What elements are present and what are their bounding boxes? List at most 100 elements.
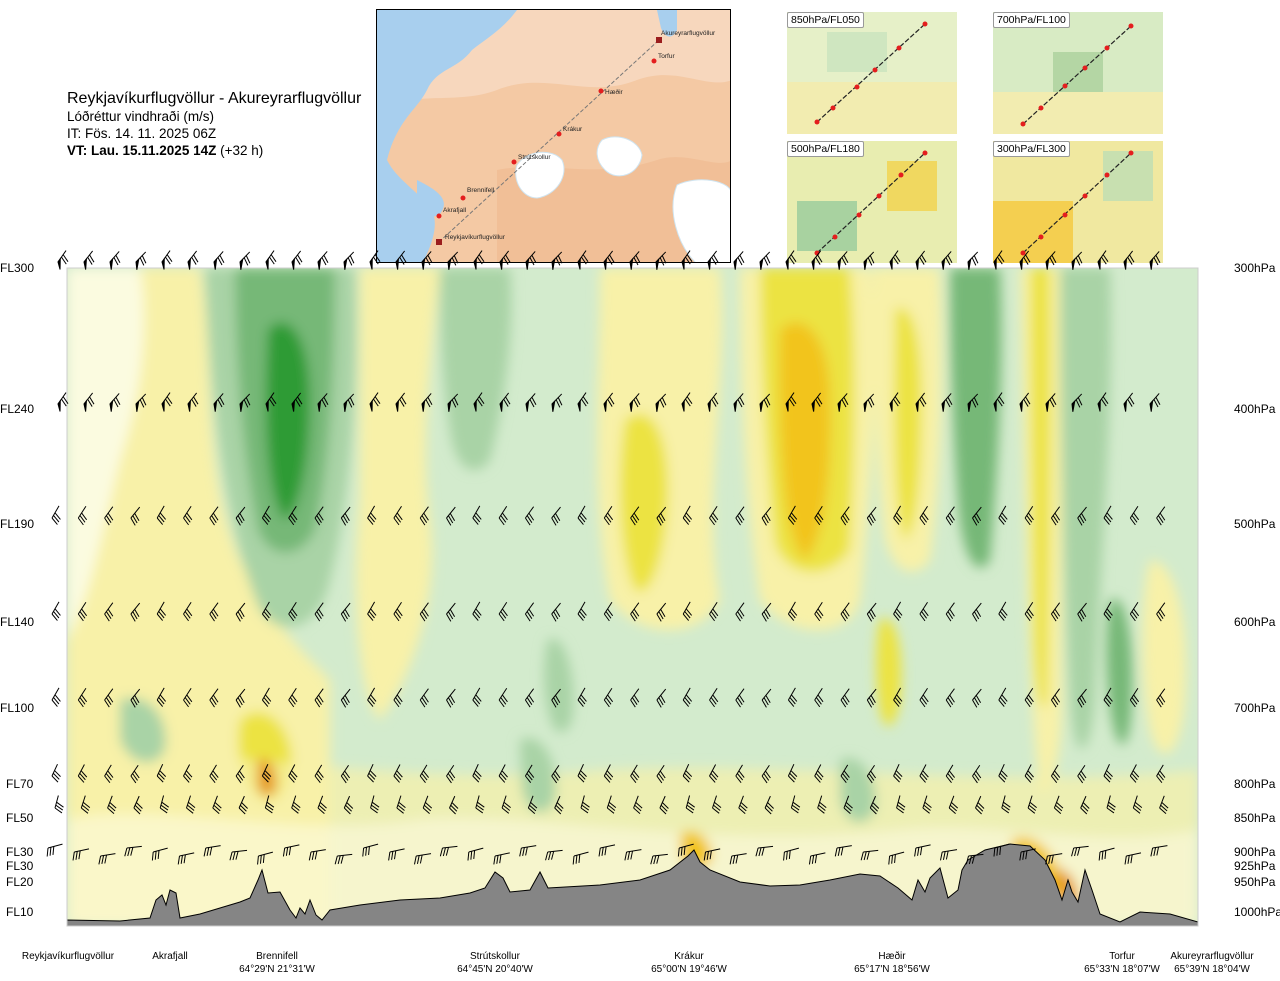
wind-barb [808, 852, 826, 865]
wind-barb [866, 506, 877, 526]
panel-300[interactable]: 300hPa/FL300 [992, 140, 1164, 264]
wind-barb [501, 795, 511, 814]
wind-barb [77, 687, 88, 708]
wind-barb [291, 392, 303, 412]
wind-barb [919, 601, 929, 622]
wind-barb [282, 844, 300, 857]
wind-barb [866, 764, 877, 784]
wind-barb [656, 506, 667, 526]
wind-barb [914, 844, 931, 857]
wind-barb [972, 506, 982, 526]
wind-barb [1019, 392, 1031, 412]
wind-barb [707, 392, 719, 412]
wind-barb [51, 601, 61, 621]
wind-barb [264, 795, 275, 814]
wind-barb [447, 393, 459, 412]
wind-barb [630, 602, 640, 622]
wind-barb [1053, 795, 1064, 815]
wind-barb [551, 251, 563, 270]
wind-barb [291, 795, 301, 814]
wind-barb [421, 251, 433, 270]
wind-barb [369, 392, 381, 412]
wind-barb [288, 764, 298, 783]
wind-barb [340, 602, 351, 622]
wind-barb [551, 602, 561, 622]
wind-barb [633, 795, 643, 815]
wind-barb [261, 505, 272, 525]
route-station-name: Brennifell [256, 951, 298, 962]
wind-barb [761, 764, 771, 784]
wind-barb [1149, 393, 1161, 412]
wind-barb [681, 250, 693, 270]
panel-500[interactable]: 500hPa/FL180 [786, 140, 958, 264]
panel-700[interactable]: 700hPa/FL100 [992, 11, 1164, 135]
wind-barb [1019, 848, 1036, 861]
route-station-name: Krákur [674, 951, 704, 962]
wind-barb [682, 601, 693, 621]
wind-barb [1045, 853, 1063, 865]
wind-barb [1129, 764, 1140, 783]
pressure-level-label: 800hPa [1234, 777, 1276, 791]
route-station-coord: 65°17'N 18°56'W [854, 964, 930, 975]
valid-time: VT: Lau. 15.11.2025 14Z (+32 h) [67, 143, 263, 158]
wind-barb [866, 688, 877, 708]
wind-barb [707, 250, 719, 270]
wind-barb [419, 688, 429, 708]
wind-barb [993, 392, 1005, 412]
wind-barb [709, 687, 719, 708]
route-station-name: Akrafjall [152, 951, 188, 962]
wind-barb [1097, 250, 1109, 270]
wind-barb [975, 795, 985, 815]
wind-barb [551, 393, 563, 412]
wind-barb [1123, 392, 1135, 412]
wind-barb [888, 851, 905, 865]
wind-barb [493, 852, 510, 865]
wind-barb [893, 505, 903, 525]
wind-barb [367, 505, 377, 525]
route-station-coord: 64°45'N 20°40'W [457, 964, 533, 975]
wind-barb [340, 764, 351, 784]
wind-barb [889, 392, 901, 412]
wind-barb [840, 688, 850, 708]
wind-barb [499, 392, 511, 412]
wind-barb [77, 505, 88, 526]
wind-barb [203, 845, 221, 857]
wind-barb [729, 853, 747, 865]
wind-barb [709, 601, 719, 622]
wind-barb [159, 795, 169, 814]
wind-barb [524, 688, 535, 708]
wind-barb [472, 687, 482, 707]
wind-barb [261, 764, 272, 783]
wind-barb [1071, 393, 1083, 412]
wind-barbs [46, 250, 1169, 865]
route-map-svg: Akureyrarflugvöllur Torfur Hæðir Krákur … [377, 10, 730, 262]
wind-barb [104, 764, 114, 784]
wind-barb [209, 688, 219, 708]
wind-barb [257, 851, 274, 865]
wind-barb [837, 393, 849, 412]
wind-barb [473, 392, 485, 412]
wind-barb [603, 392, 615, 412]
wind-barb [685, 795, 695, 814]
wind-barb [656, 602, 667, 622]
wind-barb [1045, 251, 1057, 270]
wind-barb [787, 764, 798, 783]
wind-barb [834, 845, 852, 857]
wind-barb [183, 687, 193, 708]
wind-barb [213, 251, 225, 270]
route-map[interactable]: Akureyrarflugvöllur Torfur Hæðir Krákur … [376, 9, 731, 263]
wind-barb [314, 506, 324, 526]
wind-barb [239, 393, 251, 412]
wind-barb [314, 602, 324, 622]
wind-barb [446, 764, 456, 784]
flight-level-label: FL190 [0, 517, 35, 531]
wind-barb [733, 393, 745, 412]
wind-barb [1106, 795, 1116, 814]
route-station-name: Hæðir [878, 951, 906, 962]
wind-barb [419, 764, 429, 784]
wind-barb [1001, 795, 1011, 814]
wind-barb [77, 764, 88, 783]
wind-barb [473, 250, 485, 270]
panel-850[interactable]: 850hPa/FL050 [786, 11, 958, 135]
